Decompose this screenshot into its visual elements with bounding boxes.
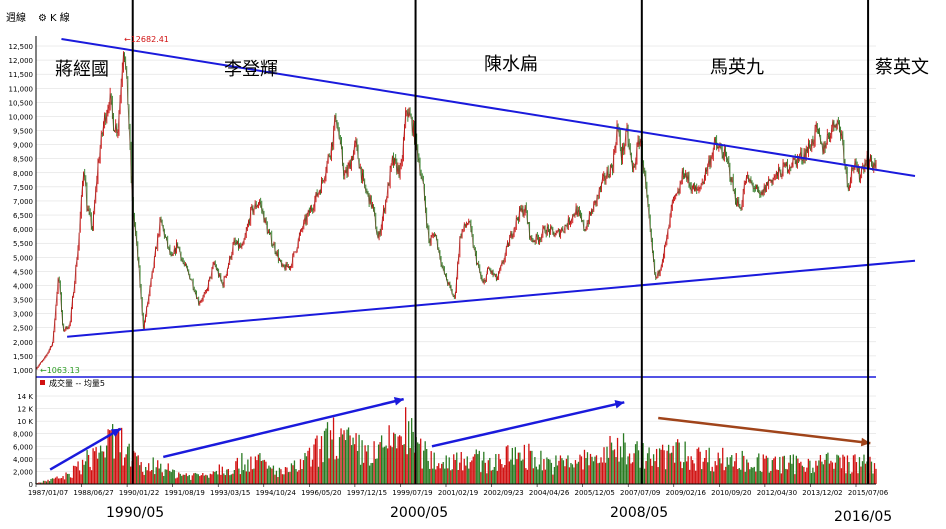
price-tick-label: 6,500	[13, 212, 33, 220]
volume-trend-arrowhead	[614, 400, 625, 409]
volume-axis: 0 2,000 4,000 6,000 8,000 10 K 12 K 14 K	[13, 393, 33, 489]
price-tick-label: 7,500	[13, 184, 33, 192]
date-tick-label: 2015/07/06	[848, 489, 889, 497]
date-tick-label: 1997/12/15	[347, 489, 387, 497]
price-tick-label: 6,000	[13, 226, 33, 234]
all-time-low-label: ←1063.13	[40, 366, 80, 375]
date-tick-label: 2009/02/16	[666, 489, 707, 497]
volume-bars	[35, 407, 877, 484]
date-tick-label: 2013/12/02	[802, 489, 842, 497]
date-tick-label: 2007/07/09	[620, 489, 660, 497]
date-tick-label: 2001/02/19	[438, 489, 478, 497]
volume-tick-label: 10 K	[17, 418, 33, 426]
volume-tick-label: 4,000	[13, 456, 33, 464]
price-gridlines	[36, 45, 876, 371]
price-tick-label: 1,000	[13, 367, 33, 375]
date-tick-label: 1996/05/20	[301, 489, 341, 497]
price-tick-label: 3,000	[13, 311, 33, 319]
volume-tick-label: 2,000	[13, 468, 33, 476]
settings-icon[interactable]: ⚙	[38, 13, 47, 24]
volume-tick-label: 12 K	[17, 406, 33, 414]
date-tick-label: 2012/04/30	[757, 489, 797, 497]
date-tick-label: 1994/10/24	[256, 489, 297, 497]
date-tick-label: 2004/04/26	[529, 489, 570, 497]
trend-lines	[61, 37, 916, 338]
price-tick-label: 12,000	[9, 57, 34, 65]
volume-tick-label: 0	[29, 481, 33, 489]
price-tick-label: 2,000	[13, 339, 33, 347]
volume-trend-arrows	[49, 397, 871, 471]
volume-tick-label: 14 K	[17, 393, 33, 401]
date-axis: 1987/01/07 1988/06/27 1990/01/22 1991/08/19…	[28, 484, 889, 497]
all-time-high-label: ←12682.41	[124, 35, 169, 44]
chart-type-label: K 線	[50, 11, 70, 24]
volume-trend-arrowhead	[393, 397, 404, 406]
price-tick-label: 5,000	[13, 254, 33, 262]
volume-legend-swatch	[40, 380, 45, 385]
price-tick-label: 12,500	[9, 43, 34, 51]
volume-tick-label: 8,000	[13, 431, 33, 439]
price-tick-label: 8,500	[13, 156, 33, 164]
date-tick-label: 1987/01/07	[28, 489, 68, 497]
volume-trend-arrow	[431, 401, 625, 448]
boundary-label-2016: 2016/05	[834, 509, 892, 525]
price-tick-label: 5,500	[13, 240, 33, 248]
volume-trend-arrowhead	[110, 428, 121, 437]
era-label-lee: 李登輝	[224, 59, 278, 80]
price-tick-label: 11,000	[9, 85, 34, 93]
period-label: 週線	[6, 11, 26, 24]
volume-legend-label: 成交量 -- 均量5	[49, 378, 105, 388]
volume-tick-label: 6,000	[13, 443, 33, 451]
volume-trend-arrowhead	[860, 437, 871, 447]
trend-line-lower	[67, 259, 916, 338]
boundary-label-1990: 1990/05	[106, 505, 164, 521]
date-tick-label: 1999/07/19	[392, 489, 432, 497]
price-tick-label: 8,000	[13, 170, 33, 178]
price-tick-label: 3,500	[13, 297, 33, 305]
boundary-label-2008: 2008/05	[610, 505, 668, 521]
date-tick-label: 2010/09/20	[711, 489, 751, 497]
era-label-chen: 陳水扁	[484, 54, 538, 75]
era-label-chiang: 蔣經國	[55, 59, 109, 80]
date-tick-label: 1990/01/22	[119, 489, 159, 497]
price-tick-label: 2,500	[13, 325, 33, 333]
price-tick-label: 9,500	[13, 128, 33, 136]
date-tick-label: 1988/06/27	[73, 489, 113, 497]
volume-trend-arrow	[658, 416, 871, 445]
era-label-tsai: 蔡英文	[875, 57, 929, 78]
volume-trend-arrow	[162, 397, 404, 459]
price-tick-label: 11,500	[9, 71, 34, 79]
date-tick-label: 1993/03/15	[210, 489, 250, 497]
era-label-ma: 馬英九	[710, 57, 764, 78]
date-tick-label: 2005/12/05	[574, 489, 614, 497]
price-tick-label: 9,000	[13, 142, 33, 150]
price-tick-label: 4,000	[13, 282, 33, 290]
date-tick-label: 2002/09/23	[483, 489, 523, 497]
price-tick-label: 4,500	[13, 268, 33, 276]
volume-trend-arrow	[49, 427, 122, 471]
price-tick-label: 1,500	[13, 353, 33, 361]
price-axis: 1,000 1,500 2,000 2,500 3,000 3,500 4,000 4,500…	[9, 43, 34, 375]
price-series-line	[35, 52, 877, 370]
presidential-term-boundaries	[131, 0, 870, 484]
boundary-label-2000: 2000/05	[390, 505, 448, 521]
price-tick-label: 10,500	[9, 99, 34, 107]
price-tick-label: 7,000	[13, 198, 33, 206]
trend-line-upper	[61, 37, 916, 177]
price-tick-label: 10,000	[9, 113, 34, 121]
date-tick-label: 1991/08/19	[164, 489, 204, 497]
